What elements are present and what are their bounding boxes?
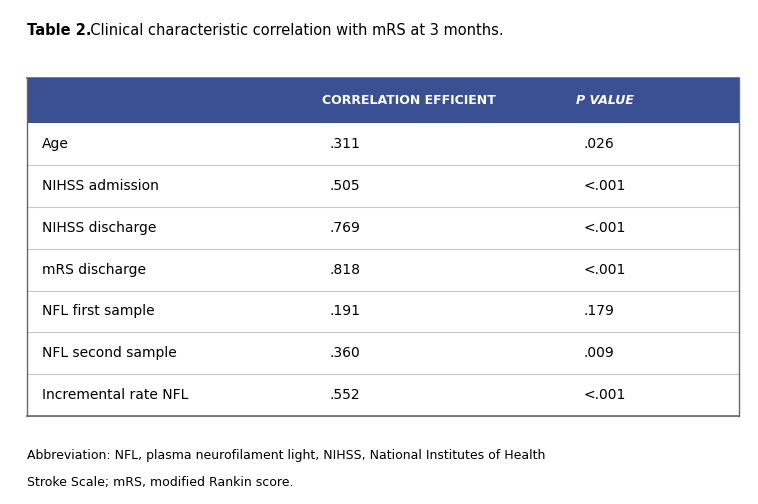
Text: NFL first sample: NFL first sample — [42, 304, 155, 319]
Text: Stroke Scale; mRS, modified Rankin score.: Stroke Scale; mRS, modified Rankin score… — [27, 476, 293, 489]
Text: <.001: <.001 — [584, 179, 626, 193]
Text: NIHSS admission: NIHSS admission — [42, 179, 158, 193]
Text: .009: .009 — [584, 346, 615, 360]
Text: .026: .026 — [584, 138, 615, 151]
Text: CORRELATION EFFICIENT: CORRELATION EFFICIENT — [322, 94, 496, 107]
Text: Incremental rate NFL: Incremental rate NFL — [42, 388, 188, 402]
Text: .552: .552 — [330, 388, 360, 402]
Text: <.001: <.001 — [584, 221, 626, 235]
Text: .818: .818 — [330, 263, 361, 277]
Text: NFL second sample: NFL second sample — [42, 346, 177, 360]
Text: .311: .311 — [330, 138, 361, 151]
Text: .769: .769 — [330, 221, 361, 235]
Text: Age: Age — [42, 138, 68, 151]
Text: .191: .191 — [330, 304, 361, 319]
Text: NIHSS discharge: NIHSS discharge — [42, 221, 156, 235]
Text: .179: .179 — [584, 304, 615, 319]
Text: Abbreviation: NFL, plasma neurofilament light, NIHSS, National Institutes of Hea: Abbreviation: NFL, plasma neurofilament … — [27, 449, 545, 462]
Text: <.001: <.001 — [584, 263, 626, 277]
Text: P VALUE: P VALUE — [576, 94, 634, 107]
Text: mRS discharge: mRS discharge — [42, 263, 146, 277]
Text: <.001: <.001 — [584, 388, 626, 402]
Text: Table 2.: Table 2. — [27, 23, 91, 38]
Text: .505: .505 — [330, 179, 360, 193]
Text: Clinical characteristic correlation with mRS at 3 months.: Clinical characteristic correlation with… — [81, 23, 504, 38]
Text: .360: .360 — [330, 346, 361, 360]
